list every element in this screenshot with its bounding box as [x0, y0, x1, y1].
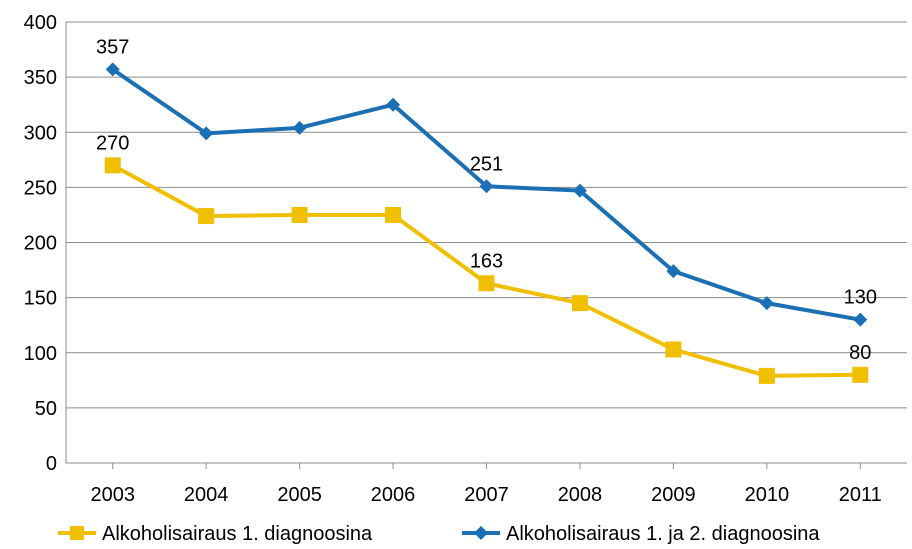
data-labels: 270 163 80 357 251 130 — [96, 36, 877, 363]
y-tick-label-100: 100 — [24, 343, 57, 365]
series-1-point-2005 — [291, 206, 308, 223]
x-tick-label-2010: 2010 — [745, 484, 790, 506]
data-label-series-2-2003: 357 — [96, 36, 129, 58]
gridlines — [66, 21, 907, 409]
series-2-point-2008 — [572, 183, 587, 198]
series-2-point-2005 — [292, 120, 307, 135]
y-tick-label-150: 150 — [24, 288, 57, 310]
series-1-point-2009 — [665, 341, 682, 358]
legend-item-series-1: Alkoholisairaus 1. diagnoosina — [58, 523, 373, 545]
legend-label-series-1: Alkoholisairaus 1. diagnoosina — [102, 523, 373, 545]
legend-label-series-2: Alkoholisairaus 1. ja 2. diagnoosina — [506, 523, 820, 545]
legend-marker-series-2 — [474, 526, 488, 540]
x-tick-label-2005: 2005 — [277, 484, 322, 506]
x-tick-label-2003: 2003 — [90, 484, 135, 506]
series-1-point-2006 — [385, 206, 402, 223]
y-tick-label-350: 350 — [24, 67, 57, 89]
series-2-point-2010 — [759, 296, 774, 311]
x-tick-label-2009: 2009 — [651, 484, 696, 506]
y-tick-label-200: 200 — [24, 233, 57, 255]
series-1 — [104, 157, 869, 384]
y-tick-label-400: 400 — [24, 12, 57, 34]
x-tick-label-2006: 2006 — [371, 484, 416, 506]
legend: Alkoholisairaus 1. diagnoosina Alkoholis… — [58, 523, 820, 545]
x-tick-label-2007: 2007 — [464, 484, 509, 506]
series-1-point-2004 — [198, 208, 215, 225]
data-label-series-2-2011: 130 — [844, 287, 877, 309]
x-tick-label-2008: 2008 — [558, 484, 603, 506]
series-1-point-2010 — [758, 367, 775, 384]
series-2 — [105, 62, 868, 327]
y-tick-label-0: 0 — [46, 453, 57, 475]
series-2-point-2006 — [386, 97, 401, 112]
series-2-point-2004 — [199, 126, 214, 141]
series-2-point-2011 — [853, 312, 868, 327]
y-tick-label-300: 300 — [24, 122, 57, 144]
axes: 0 50 100 150 200 250 300 350 400 2003 2004 2005 2006… — [24, 12, 907, 506]
legend-marker-series-1 — [70, 526, 84, 540]
x-tick-label-2011: 2011 — [839, 484, 882, 506]
series-1-point-2011 — [852, 366, 869, 383]
data-label-series-2-2007: 251 — [470, 153, 503, 175]
series-2-point-2003 — [105, 62, 120, 77]
series-2-point-2009 — [666, 264, 681, 279]
series-layer — [104, 62, 869, 384]
series-1-point-2008 — [571, 295, 588, 312]
y-tick-label-50: 50 — [35, 398, 57, 420]
series-1-point-2003 — [104, 157, 121, 174]
data-label-series-1-2003: 270 — [96, 132, 129, 154]
series-1-point-2007 — [478, 275, 495, 292]
legend-item-series-2: Alkoholisairaus 1. ja 2. diagnoosina — [462, 523, 820, 545]
data-label-series-1-2007: 163 — [470, 250, 503, 272]
series-2-point-2007 — [479, 179, 494, 194]
x-tick-label-2004: 2004 — [184, 484, 229, 506]
y-tick-label-250: 250 — [24, 177, 57, 199]
data-label-series-1-2011: 80 — [849, 342, 871, 364]
